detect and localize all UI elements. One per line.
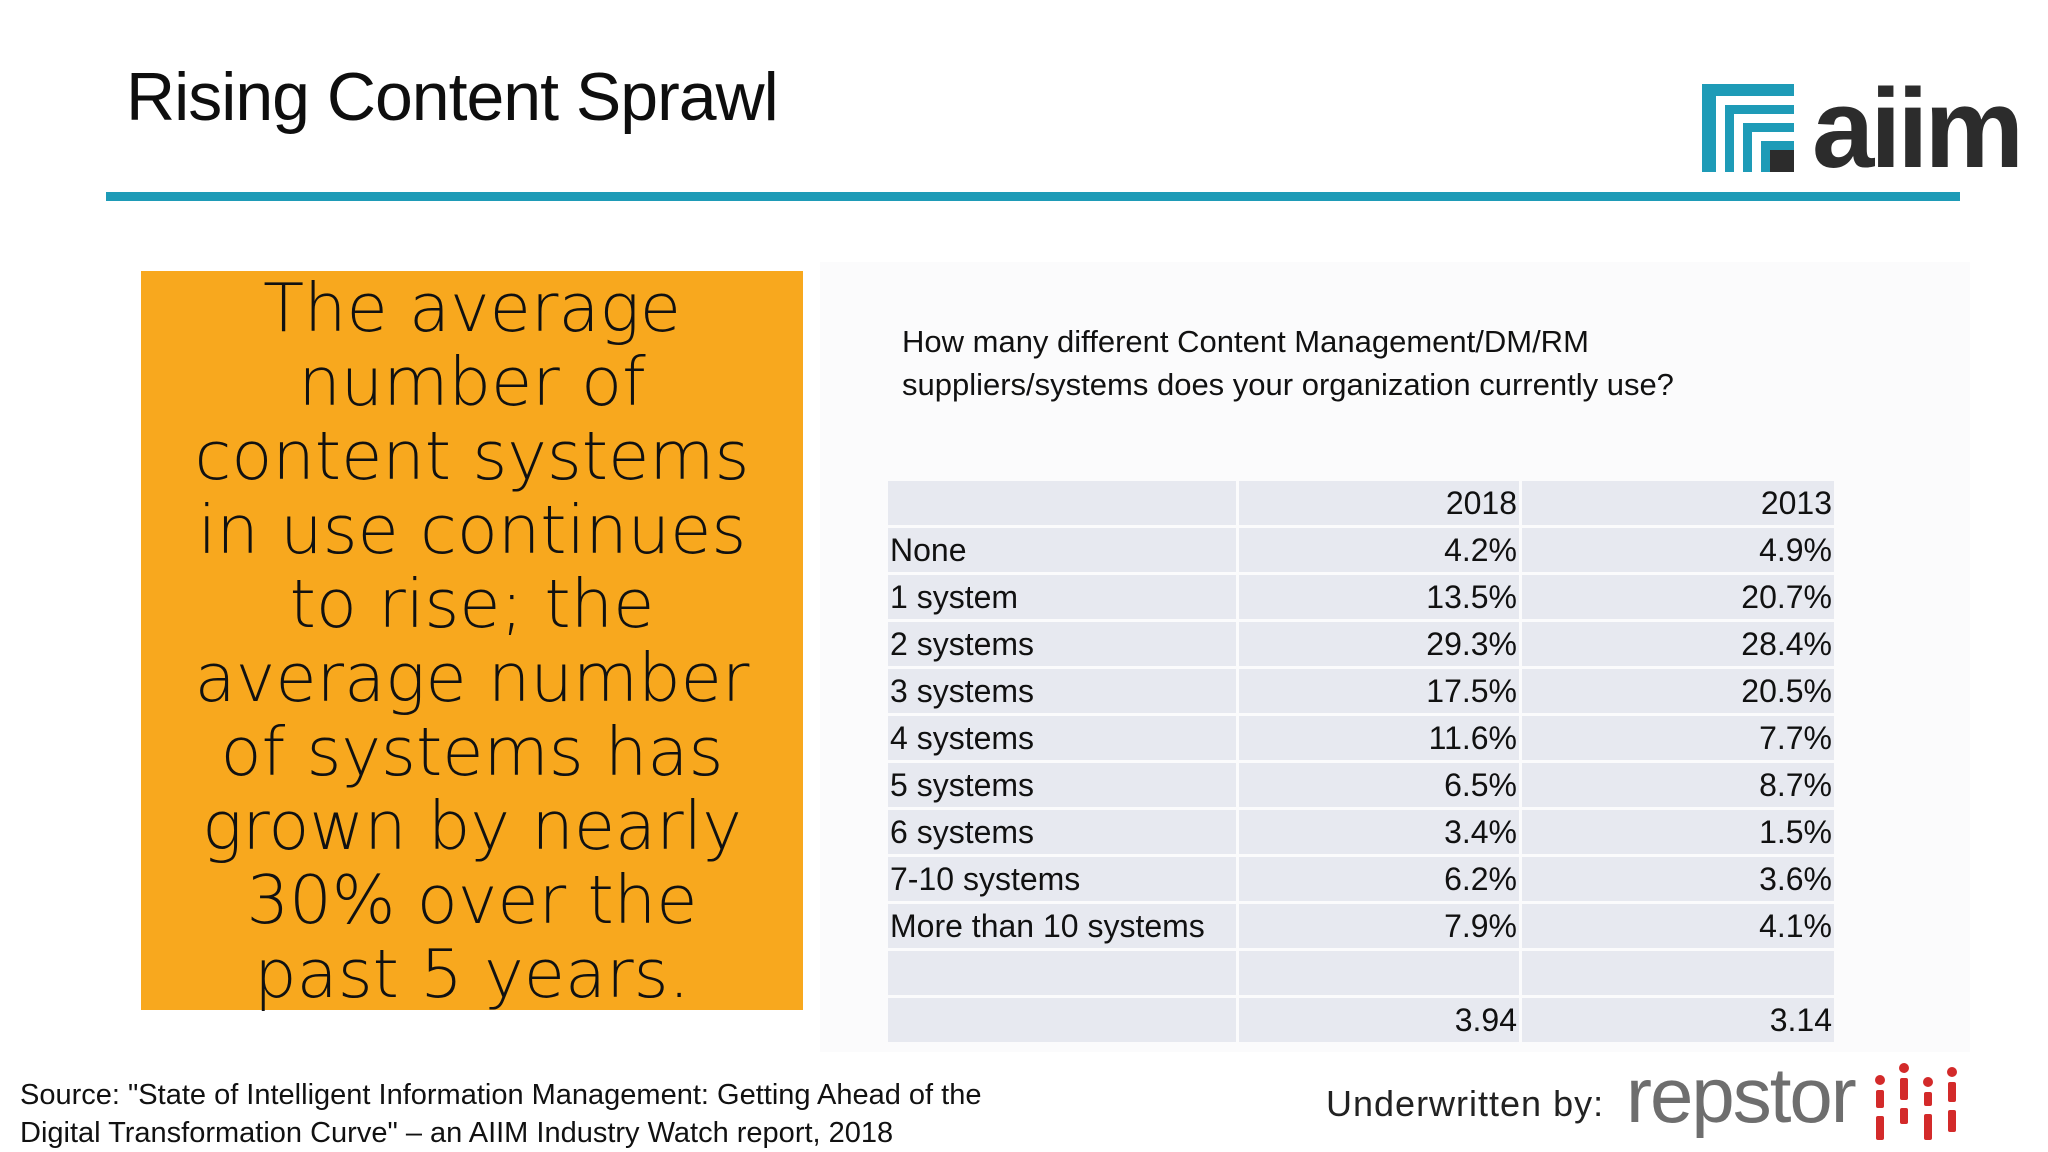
header-cell-2013: 2013 — [1522, 481, 1834, 525]
source-citation: Source: "State of Intelligent Informatio… — [20, 1076, 1020, 1152]
repstor-dots-icon — [1875, 1063, 1957, 1140]
table-header-row: 2018 2013 — [888, 481, 1834, 525]
table-row: 1 system 13.5% 20.7% — [888, 575, 1834, 619]
aiim-logo: aiim — [1702, 66, 2024, 191]
aiim-wordmark: aiim — [1812, 66, 2024, 191]
table-row: 7-10 systems 6.2% 3.6% — [888, 857, 1834, 901]
row-label: 2 systems — [888, 622, 1236, 666]
table-row: None 4.2% 4.9% — [888, 528, 1834, 572]
value-2013: 3.6% — [1522, 857, 1834, 901]
value-2018 — [1239, 951, 1519, 995]
row-label: None — [888, 528, 1236, 572]
table-row-average: 3.94 3.14 — [888, 998, 1834, 1042]
table-row-empty — [888, 951, 1834, 995]
value-2013: 4.9% — [1522, 528, 1834, 572]
underwritten-label: Underwritten by: — [1326, 1083, 1605, 1124]
value-2013: 4.1% — [1522, 904, 1834, 948]
value-2018: 7.9% — [1239, 904, 1519, 948]
row-label: 3 systems — [888, 669, 1236, 713]
header-cell-label — [888, 481, 1236, 525]
row-label: 7-10 systems — [888, 857, 1236, 901]
row-label — [888, 998, 1236, 1042]
header-cell-2018: 2018 — [1239, 481, 1519, 525]
value-2018: 6.2% — [1239, 857, 1519, 901]
title-divider — [106, 192, 1960, 201]
row-label: 1 system — [888, 575, 1236, 619]
table-row: 5 systems 6.5% 8.7% — [888, 763, 1834, 807]
question-line-2: suppliers/systems does your organization… — [902, 367, 1674, 402]
value-2018: 4.2% — [1239, 528, 1519, 572]
row-label: 4 systems — [888, 716, 1236, 760]
value-2013 — [1522, 951, 1834, 995]
survey-question: How many different Content Management/DM… — [902, 320, 1802, 406]
value-2018: 13.5% — [1239, 575, 1519, 619]
source-line-1: Source: "State of Intelligent Informatio… — [20, 1079, 982, 1111]
value-2018: 6.5% — [1239, 763, 1519, 807]
value-2018: 3.4% — [1239, 810, 1519, 854]
value-2013: 7.7% — [1522, 716, 1834, 760]
callout-box: The average number of content systems in… — [141, 268, 803, 1013]
repstor-logo: repstor — [1626, 1051, 1966, 1148]
value-2018: 17.5% — [1239, 669, 1519, 713]
value-2013: 28.4% — [1522, 622, 1834, 666]
value-2018: 11.6% — [1239, 716, 1519, 760]
table-row: 2 systems 29.3% 28.4% — [888, 622, 1834, 666]
value-2013: 20.7% — [1522, 575, 1834, 619]
value-2013: 20.5% — [1522, 669, 1834, 713]
survey-table: 2018 2013 None 4.2% 4.9% 1 system 13.5% … — [885, 478, 1837, 1045]
row-label: More than 10 systems — [888, 904, 1236, 948]
table-row: 4 systems 11.6% 7.7% — [888, 716, 1834, 760]
question-line-1: How many different Content Management/DM… — [902, 324, 1589, 359]
value-2013: 8.7% — [1522, 763, 1834, 807]
repstor-wordmark: repstor — [1626, 1051, 1857, 1139]
value-2018: 29.3% — [1239, 622, 1519, 666]
row-label: 5 systems — [888, 763, 1236, 807]
table-row: 3 systems 17.5% 20.5% — [888, 669, 1834, 713]
source-line-2: Digital Transformation Curve" – an AIIM … — [20, 1117, 894, 1149]
average-2018: 3.94 — [1239, 998, 1519, 1042]
average-2013: 3.14 — [1522, 998, 1834, 1042]
aiim-mark-icon — [1702, 84, 1794, 172]
table-row: More than 10 systems 7.9% 4.1% — [888, 904, 1834, 948]
callout-text: The average number of content systems in… — [194, 268, 750, 1013]
value-2013: 1.5% — [1522, 810, 1834, 854]
row-label: 6 systems — [888, 810, 1236, 854]
slide-title: Rising Content Sprawl — [126, 59, 779, 135]
row-label — [888, 951, 1236, 995]
table-row: 6 systems 3.4% 1.5% — [888, 810, 1834, 854]
